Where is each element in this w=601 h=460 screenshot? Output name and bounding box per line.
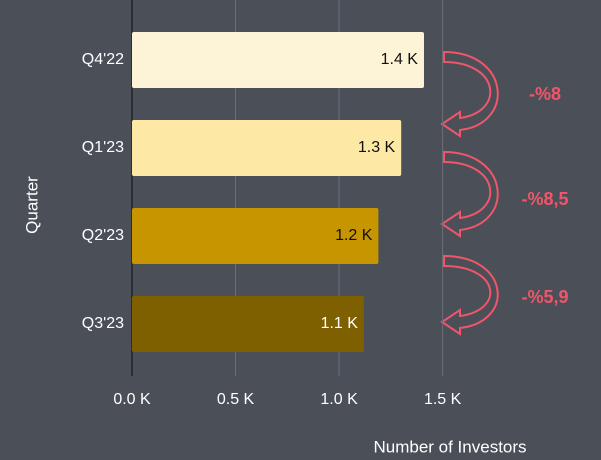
x-tick-label: 1.0 K (320, 391, 358, 408)
annotation: -%5,9 (521, 287, 568, 307)
x-tick-label: 0.0 K (113, 391, 151, 408)
y-tick-label: Q1'23 (82, 139, 124, 156)
y-axis-title: Quarter (22, 176, 41, 234)
bar (132, 296, 364, 352)
y-tick-label: Q2'23 (82, 227, 124, 244)
arrow (440, 50, 499, 138)
x-tick-label: 0.5 K (217, 391, 255, 408)
x-axis-title: Number of Investors (373, 437, 526, 456)
bar (132, 208, 379, 264)
y-tick-label: Q4'22 (82, 51, 124, 68)
arrow (440, 254, 499, 336)
bar (132, 120, 402, 176)
bar (132, 32, 424, 88)
arrows (440, 50, 499, 336)
annotation: -%8,5 (521, 189, 568, 209)
arrow (440, 150, 499, 238)
y-tick-label: Q3'23 (82, 315, 124, 332)
x-tick-label: 1.5 K (424, 391, 462, 408)
value-label: 1.3 K (358, 139, 396, 156)
value-label: 1.1 K (321, 315, 359, 332)
value-label: 1.4 K (381, 51, 419, 68)
annotation: -%8 (529, 84, 561, 104)
value-label: 1.2 K (335, 227, 373, 244)
